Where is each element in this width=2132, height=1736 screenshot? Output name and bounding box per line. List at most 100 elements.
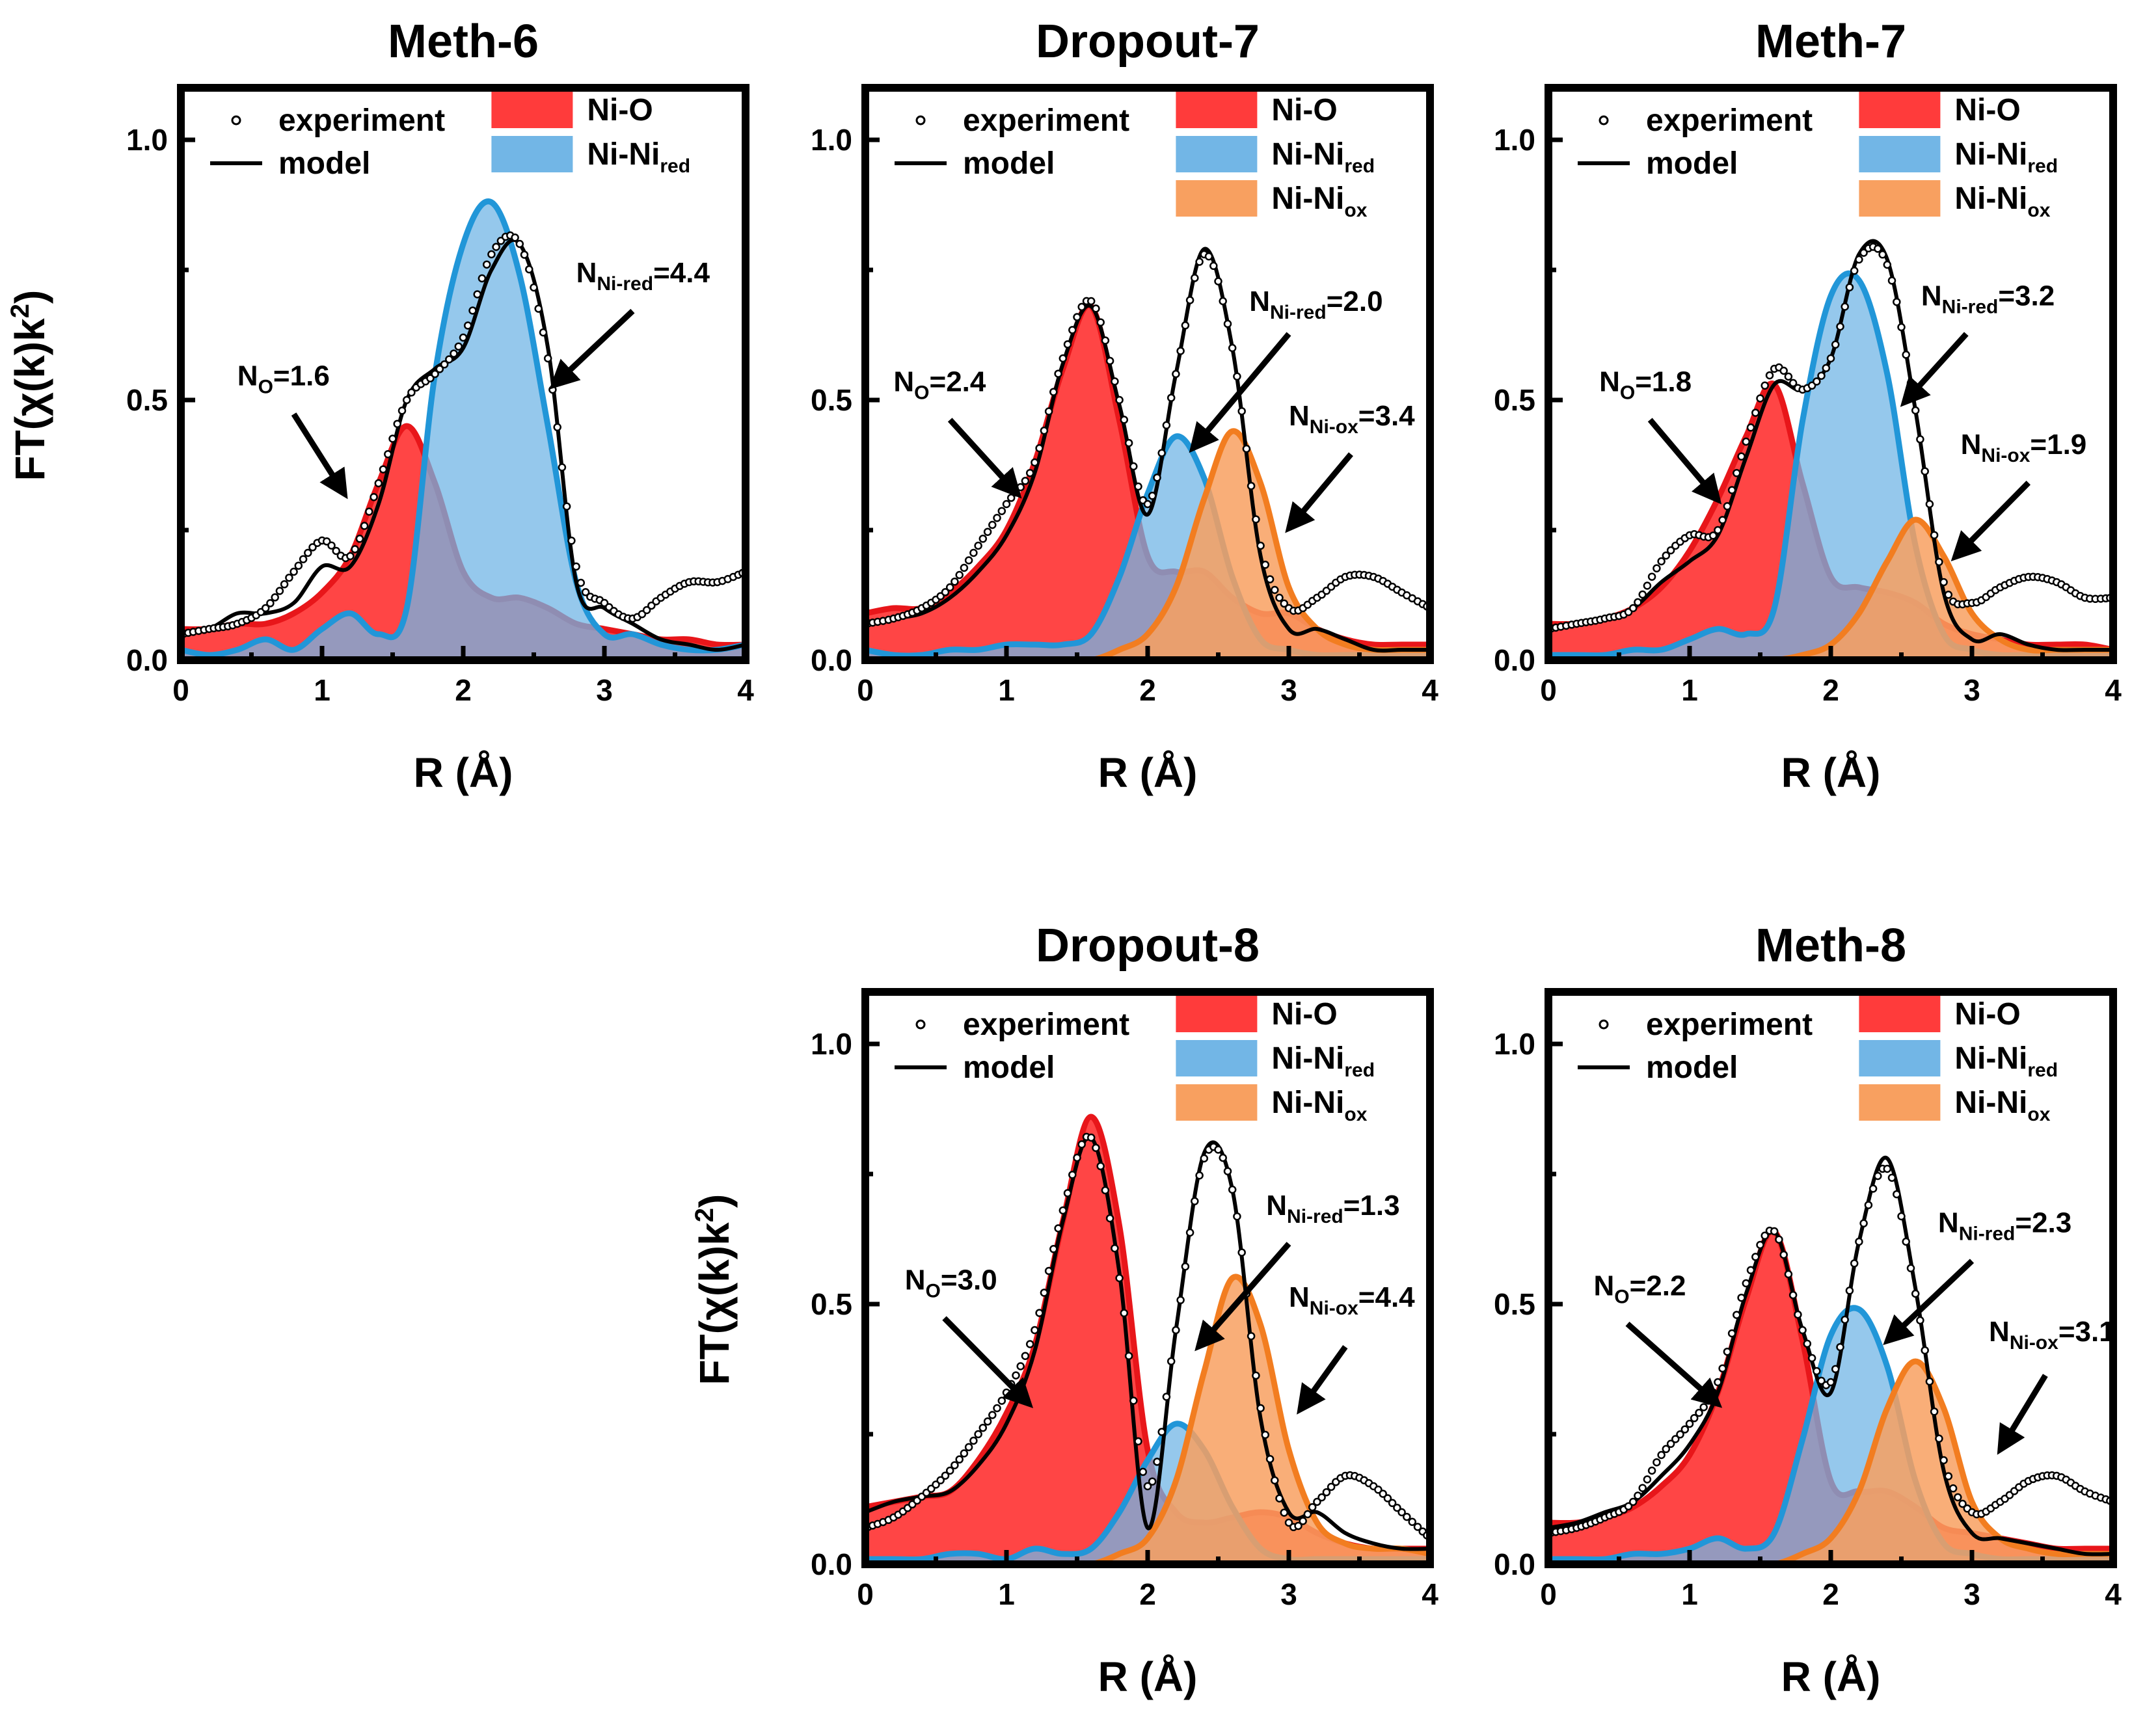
legend-ni-ni-red-label-sub: red: [2027, 1060, 2058, 1081]
experiment-point: [454, 342, 463, 351]
experiment-point: [1954, 1493, 1962, 1502]
experiment-point: [1025, 468, 1034, 477]
legend-experiment-marker: [231, 115, 241, 126]
experiment-point: [1813, 1367, 1821, 1376]
experiment-point: [945, 583, 954, 592]
experiment-point: [1742, 437, 1751, 446]
experiment-point: [1252, 1371, 1260, 1380]
experiment-point: [402, 395, 411, 405]
annotation-label-main: N: [1289, 400, 1310, 432]
experiment-point: [983, 1417, 992, 1426]
x-tick-label: 0: [857, 673, 874, 707]
experiment-point: [1831, 1365, 1840, 1374]
chart-panel-3: Meth-7 0 1 2 3 4 0.0 0.5 1.0 R (Å) experiment model…: [1494, 16, 2122, 796]
experiment-point: [1788, 1290, 1798, 1300]
experiment-point: [1841, 302, 1849, 311]
legend-ni-ni-red-label-main: Ni-Ni: [1271, 1041, 1344, 1076]
annotation-label: NO=1.6: [237, 360, 330, 398]
experiment-point: [1228, 343, 1237, 353]
experiment-point: [1751, 408, 1760, 417]
annotation-label-sub: Ni-ox: [1981, 445, 2030, 466]
experiment-point: [1317, 1493, 1326, 1502]
experiment-point: [1826, 354, 1835, 363]
experiment-point: [1247, 1331, 1256, 1341]
experiment-point: [960, 1449, 969, 1458]
experiment-point: [407, 388, 416, 397]
experiment-point: [647, 601, 656, 610]
x-tick-label: 0: [172, 673, 189, 707]
experiment-point: [1016, 1362, 1025, 1370]
legend-ni-ni-red-label: Ni-Nired: [587, 137, 690, 177]
experiment-point: [1313, 1497, 1321, 1506]
experiment-point: [1784, 1270, 1793, 1279]
experiment-point: [1845, 1287, 1854, 1295]
annotation-label: NNi-red=4.4: [576, 257, 710, 295]
x-tick-label: 2: [1822, 673, 1839, 707]
annotation-label-main: N: [1289, 1281, 1310, 1313]
experiment-point: [1280, 1508, 1289, 1517]
experiment-markers: [181, 231, 746, 639]
experiment-point: [1111, 377, 1119, 386]
experiment-point: [1397, 1508, 1406, 1517]
annotation-label-sub: Ni-red: [1942, 296, 1999, 317]
experiment-point: [1176, 347, 1185, 355]
legend-ni-ni-ox-label-main: Ni-Ni: [1271, 1086, 1344, 1120]
annotation-label: NNi-ox=4.4: [1289, 1281, 1415, 1319]
annotation-label-sub: Ni-ox: [1310, 416, 1358, 438]
component-area-ni-ni-red: [1548, 1307, 2113, 1564]
chart-panel-4: Dropout-80 1 2 3 40.00.51.0R (Å)FT(χ(k)k2)ex…: [690, 920, 1438, 1700]
experiment-point: [1247, 481, 1256, 490]
y-tick-label: 0.5: [1494, 1287, 1535, 1321]
experiment-point: [1756, 1240, 1764, 1249]
legend-experiment-marker: [1599, 115, 1609, 126]
experiment-point: [431, 369, 439, 379]
experiment-point: [393, 420, 401, 428]
experiment-point: [1063, 340, 1072, 349]
annotation-label-main: N: [237, 360, 258, 392]
experiment-point: [515, 239, 524, 248]
experiment-point: [1059, 354, 1068, 363]
experiment-point: [1016, 483, 1025, 492]
experiment-point: [285, 573, 293, 582]
experiment-point: [1124, 1352, 1133, 1360]
legend-model-label: model: [1646, 1050, 1738, 1085]
experiment-point: [1096, 318, 1105, 327]
experiment-point: [1031, 1326, 1039, 1335]
experiment-point: [1756, 394, 1764, 403]
annotation-label: NNi-ox=3.4: [1289, 400, 1415, 438]
legend-ni-ni-red-label: Ni-Nired: [1954, 137, 2058, 177]
experiment-point: [1035, 1309, 1044, 1317]
experiment-point: [543, 354, 552, 363]
experiment-point: [1845, 283, 1854, 291]
experiment-point: [280, 580, 289, 589]
annotation-label: NNi-red=2.0: [1249, 286, 1383, 323]
experiment-point: [1671, 1435, 1680, 1443]
experiment-point: [1143, 1482, 1152, 1491]
experiment-point: [1237, 407, 1246, 416]
experiment-point: [1733, 1311, 1741, 1319]
experiment-point: [1788, 379, 1798, 388]
experiment-point: [1685, 1419, 1694, 1428]
experiment-point: [1643, 1475, 1652, 1484]
experiment-point: [459, 333, 468, 342]
experiment-point: [941, 588, 950, 596]
experiment-point: [997, 1396, 1006, 1405]
experiment-point: [1718, 1364, 1727, 1373]
component-area-ni-o: [1548, 383, 2113, 660]
experiment-point: [1265, 1454, 1275, 1463]
experiment-point: [1916, 435, 1924, 444]
annotation-label: NNi-red=3.2: [1921, 280, 2055, 317]
experiment-point: [1044, 407, 1053, 416]
experiment-point: [487, 250, 496, 259]
experiment-point: [1256, 1404, 1265, 1413]
annotation-label-main: N: [905, 1264, 926, 1296]
experiment-point: [945, 1466, 954, 1475]
experiment-point: [1092, 304, 1100, 313]
experiment-point: [1120, 1309, 1129, 1318]
experiment-point: [1925, 1377, 1934, 1386]
experiment-point: [1864, 1201, 1873, 1209]
experiment-point: [1185, 296, 1194, 304]
experiment-point: [572, 562, 580, 571]
experiment-point: [1831, 340, 1840, 349]
annotation-arrow: [942, 1316, 1034, 1409]
